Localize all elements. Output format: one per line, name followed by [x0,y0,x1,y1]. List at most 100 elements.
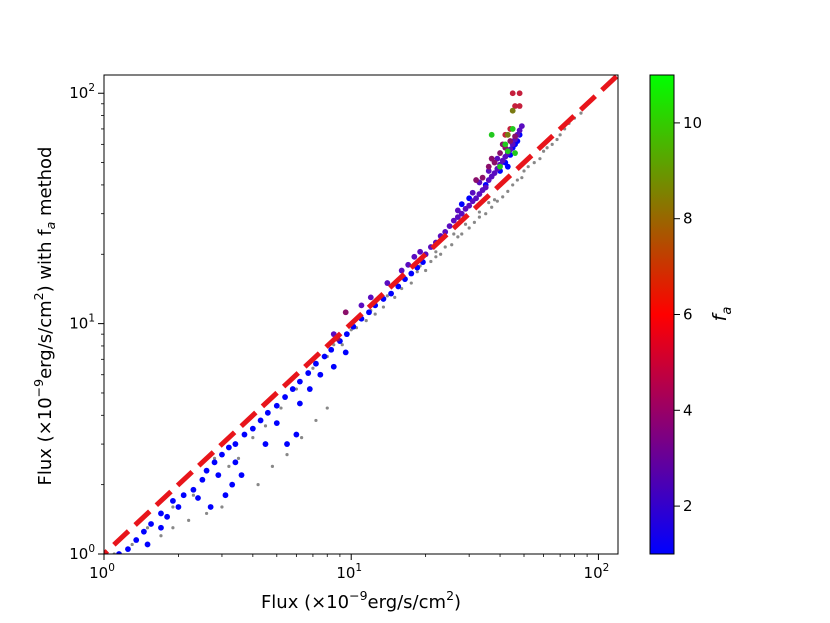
plot-frame [103,74,619,555]
x-tick-label: 100 [89,562,115,582]
colored-data-point [215,472,222,479]
grey-data-point [439,252,443,256]
colored-data-point [497,150,503,156]
y-tick-label: 101 [69,313,95,333]
colored-data-point [504,163,511,170]
colored-data-point [222,492,229,499]
colored-data-point [144,541,151,548]
colored-data-point [211,459,218,466]
grey-data-point [467,226,471,230]
colored-data-point [321,353,328,360]
grey-data-point [450,243,454,247]
colored-data-point [232,441,239,447]
grey-data-point [495,199,499,203]
colored-data-point [442,229,449,235]
colored-data-point [516,127,523,134]
x-tick-label: 101 [336,562,362,582]
colored-data-point [512,103,518,109]
colored-data-point [476,191,483,197]
grey-data-point [443,245,447,249]
grey-data-point [220,505,224,509]
colored-data-point [296,378,303,385]
colored-data-point [140,528,147,535]
colored-data-point [229,481,236,488]
colored-data-point [158,510,164,517]
colored-data-point [502,141,509,148]
colored-data-point [273,402,280,409]
grey-data-point [550,142,554,146]
grey-data-point [472,220,476,225]
grey-data-point [545,146,549,150]
grey-data-point [400,286,404,291]
colored-data-point [284,441,290,447]
colored-data-point [358,302,365,309]
colored-data-point [466,202,473,209]
grey-data-point [477,210,481,214]
grey-data-point [434,255,438,259]
colored-data-point [485,168,492,174]
grey-data-point [487,201,491,205]
grey-data-point [340,343,344,347]
colored-data-point [148,521,154,527]
colored-data-point [488,155,495,162]
grey-data-point [456,235,460,239]
colored-data-point [454,207,461,214]
colored-data-point [395,283,402,290]
colored-data-point [458,210,465,217]
grey-data-point [434,250,438,254]
colored-data-point [343,331,350,338]
colored-data-point [367,294,374,301]
colored-data-point [241,431,248,438]
grey-data-point [477,215,481,219]
grey-data-point [279,406,283,410]
colored-data-point [485,163,492,170]
grey-data-point [520,176,524,180]
grey-data-point [159,534,163,538]
colored-data-point [313,360,319,367]
grey-data-point [311,366,315,370]
y-tick-label: 100 [69,543,95,563]
x-axis-ticks: 100 101 102 [89,554,609,582]
grey-data-point [579,111,583,115]
colored-data-point [417,248,424,255]
grey-data-point [506,189,510,193]
colored-data-point [384,280,391,286]
colored-data-point [366,309,372,316]
colored-data-point [164,513,171,520]
colored-data-point [512,150,518,156]
colored-data-point [507,138,514,144]
y-axis-label: Flux (×10−9erg/s/cm2) with fa method [31,147,58,486]
grey-data-point [538,157,542,161]
colored-data-point [203,467,210,474]
colored-data-point [509,126,516,132]
colored-data-point [491,170,498,177]
colored-data-point [262,441,269,447]
colored-data-point [458,201,465,208]
colored-data-point [238,472,245,479]
grey-data-point [532,160,536,165]
colored-data-point [207,504,214,510]
colored-data-point [450,217,457,224]
colored-data-point [488,131,495,138]
grey-data-point [452,232,456,236]
colored-data-point [264,409,271,416]
colored-data-point [330,363,337,370]
grey-data-point [424,268,428,273]
colored-data-point [158,524,164,531]
grey-data-point [484,212,488,216]
grey-data-point [212,456,217,460]
colored-data-point [195,495,201,501]
colored-data-point [306,386,313,392]
colored-data-point [305,370,312,376]
colorbar-tick-label: 6 [683,306,693,324]
colored-data-point [133,537,140,543]
grey-data-point [171,505,175,509]
grey-data-point [256,483,260,487]
grey-data-point [130,542,134,547]
colored-data-point [296,400,303,407]
colored-data-point [516,103,523,109]
colored-data-point [482,184,489,191]
grey-data-point [364,319,368,323]
colorbar [649,74,675,555]
